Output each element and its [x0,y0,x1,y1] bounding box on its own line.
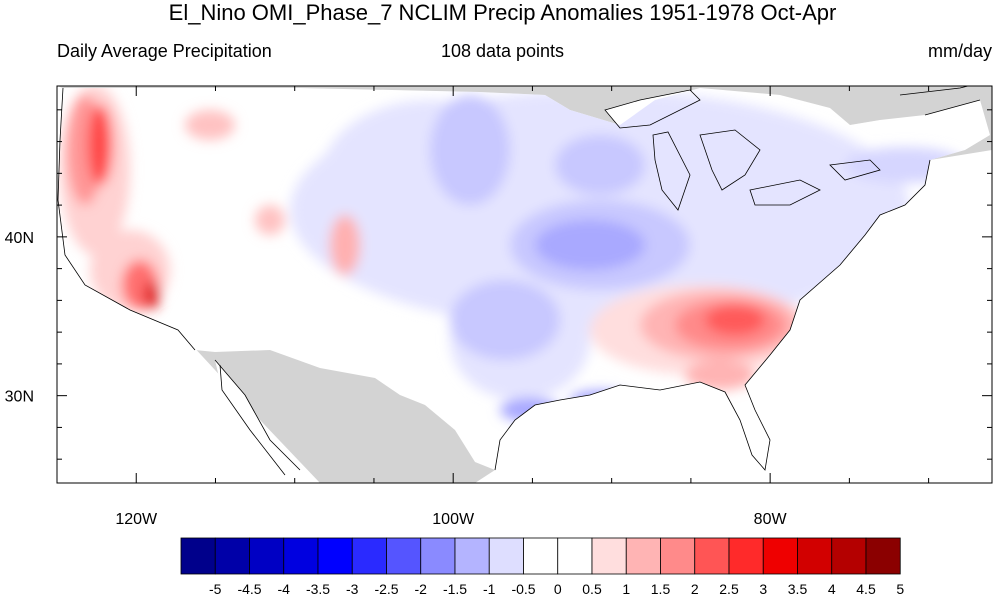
colorbar-swatch [625,537,661,575]
colorbar-label: 2 [691,581,699,597]
colorbar-swatch [420,537,456,575]
colorbar-swatch [351,537,387,575]
colorbar-swatch [694,537,730,575]
colorbar: -5 -4.5 -4 -3.5 -3 -2.5 -2 -1.5 -1 -0.5 0 0.5 1 1.5 2 2… [180,537,904,597]
colorbar-label: 3.5 [788,581,808,597]
colorbar-label: -3 [346,581,359,597]
pacific-ocean [57,86,320,483]
colorbar-label: 4.5 [856,581,876,597]
colorbar-label: -1.5 [443,581,467,597]
colorbar-label: 5 [896,581,904,597]
colorbar-swatch [488,537,524,575]
lon-tick-label: 100W [432,511,475,528]
colorbar-swatch [831,537,867,575]
chart-title: El_Nino OMI_Phase_7 NCLIM Precip Anomali… [168,0,837,25]
colorbar-label: -4 [278,581,291,597]
plot-frame [56,85,993,484]
colorbar-swatch [317,537,353,575]
colorbar-label: -2 [415,581,428,597]
lon-tick-label: 120W [115,511,158,528]
colorbar-label: 1 [622,581,630,597]
gulf-atlantic [475,150,992,483]
colorbar-swatch [865,537,901,575]
colorbar-label: -5 [209,581,222,597]
colorbar-label: 3 [759,581,767,597]
colorbar-label: 0 [554,581,562,597]
colorbar-swatch [386,537,422,575]
colorbar-swatch [660,537,696,575]
tick-marks [57,86,992,483]
colorbar-label: 0.5 [582,581,602,597]
colorbar-swatch [728,537,764,575]
colorbar-label: -4.5 [237,581,261,597]
colorbar-swatch [523,537,559,575]
colorbar-swatch [180,537,216,575]
colorbar-label: -2.5 [374,581,398,597]
colorbar-swatch [762,537,798,575]
colorbar-swatch [797,537,833,575]
subtitle-left: Daily Average Precipitation [57,41,272,61]
lat-tick-label: 40N [5,230,34,247]
colorbar-swatch [283,537,319,575]
colorbar-label: -0.5 [511,581,535,597]
subtitle-center: 108 data points [440,41,565,61]
colorbar-label: 2.5 [719,581,739,597]
colorbar-label: 1.5 [651,581,671,597]
colorbar-swatch [557,537,593,575]
subtitle-right: mm/day [927,41,992,61]
colorbar-swatch [591,537,627,575]
lat-tick-label: 30N [5,389,34,406]
coastlines [57,86,981,476]
colorbar-swatch [249,537,285,575]
colorbar-swatch [454,537,490,575]
colorbar-label: 4 [828,581,836,597]
lon-tick-label: 80W [754,511,788,528]
colorbar-label: -3.5 [306,581,330,597]
colorbar-label: -1 [483,581,496,597]
colorbar-swatch [214,537,250,575]
